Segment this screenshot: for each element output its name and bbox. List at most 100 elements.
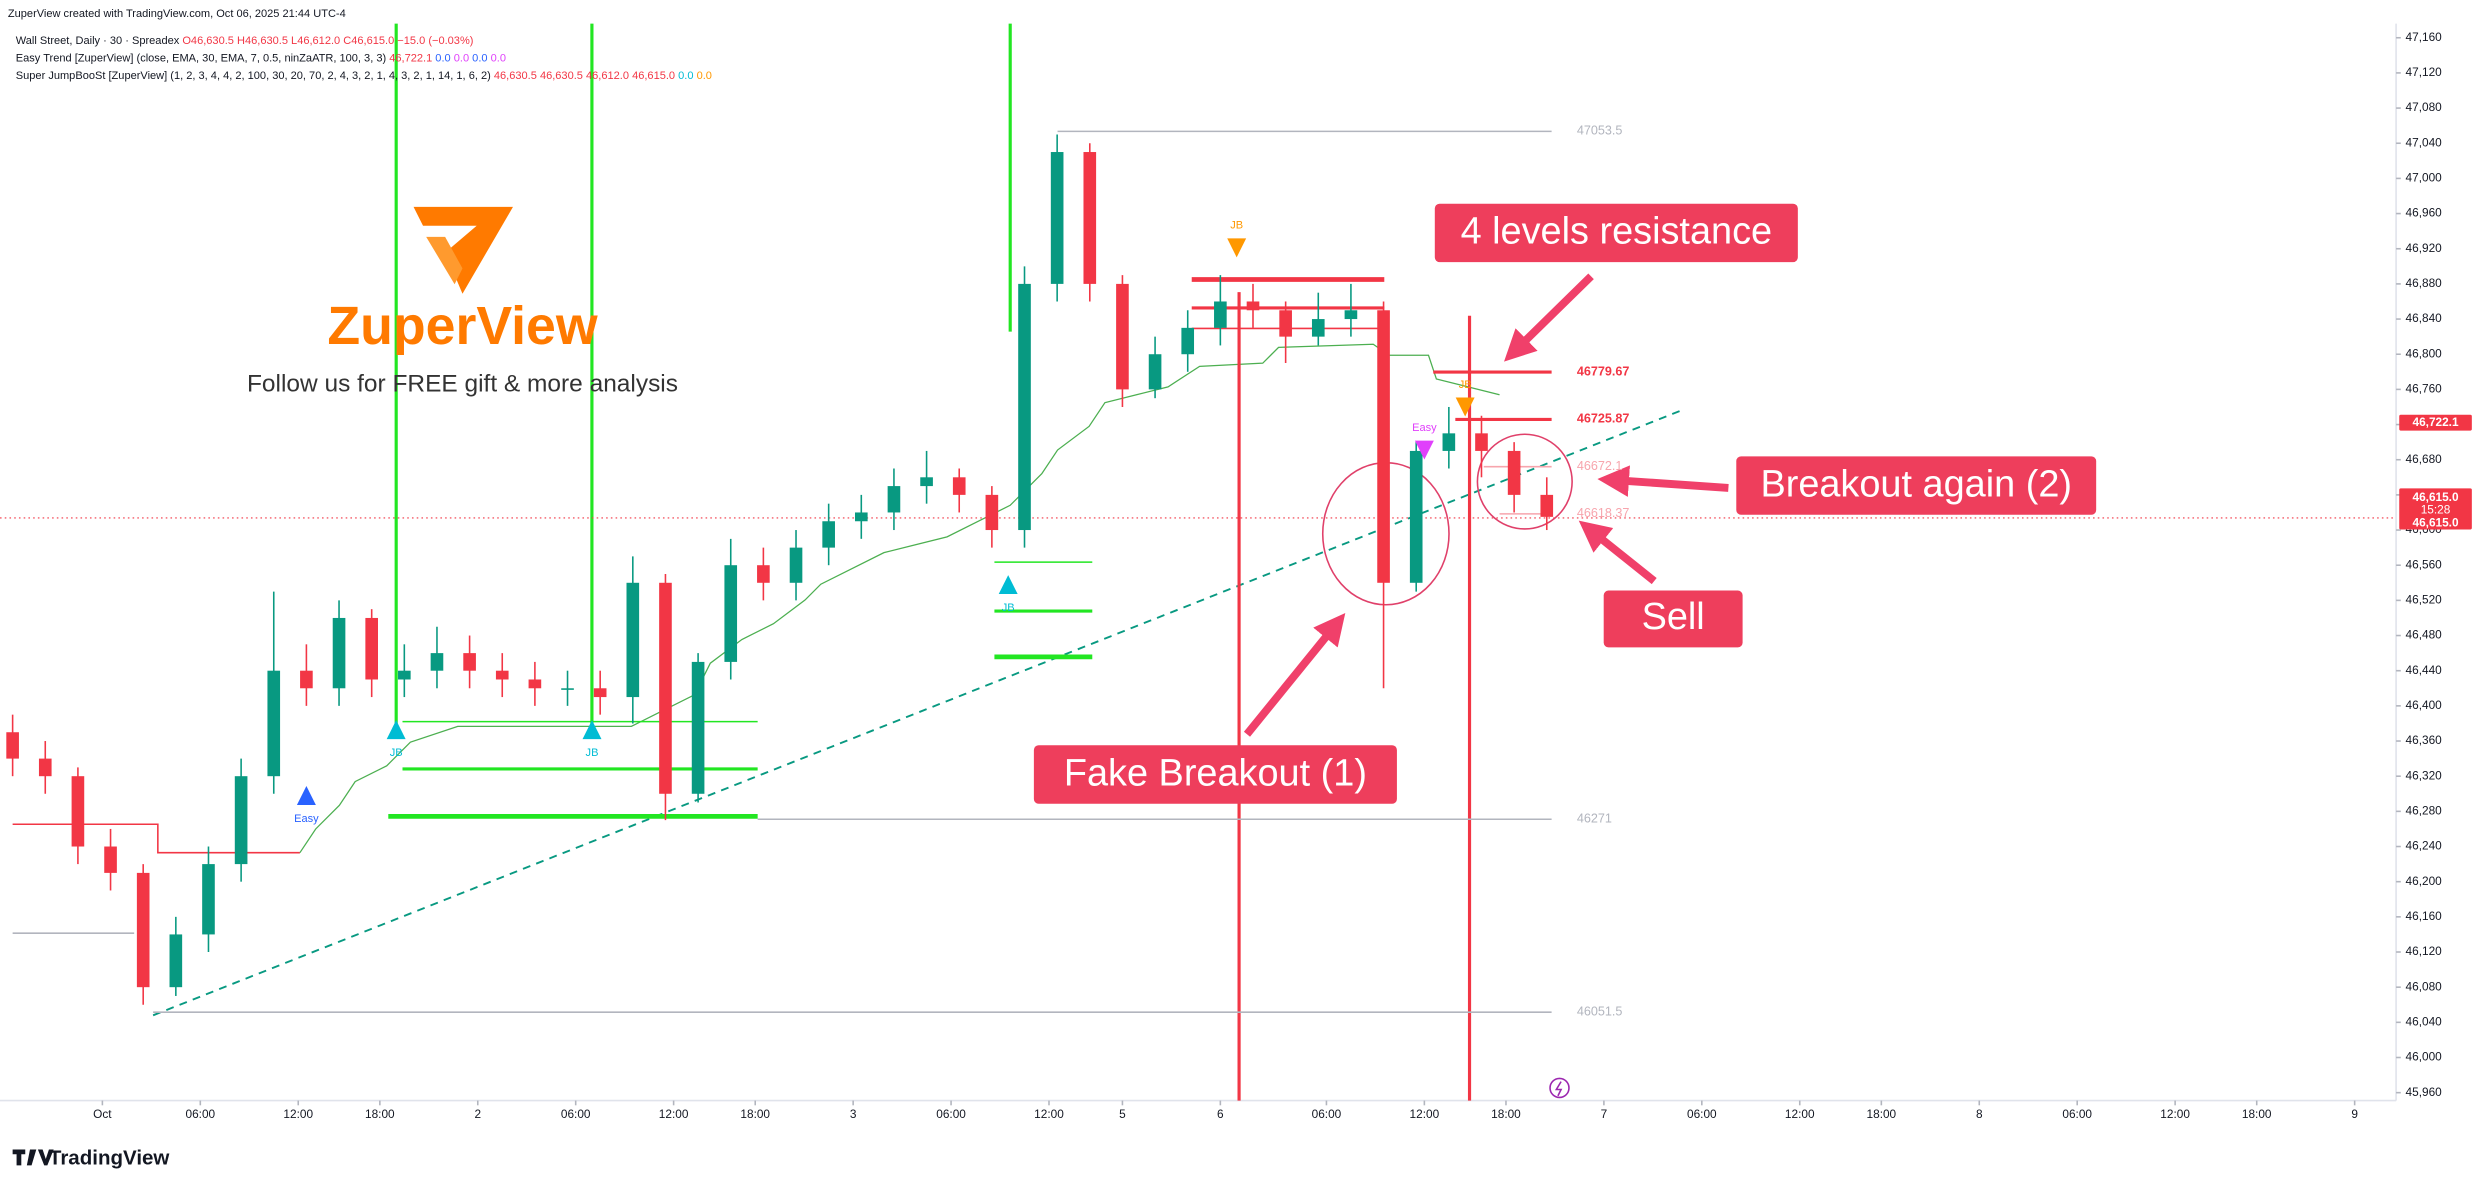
legend-item: 46,722.1 <box>389 52 432 64</box>
legend-item: O46,630.5 <box>182 35 234 47</box>
annotation: Breakout again (2) <box>1760 463 2072 505</box>
trendline <box>152 409 1682 1017</box>
legend-line: Wall Street, Daily · 30 · Spreadex O46,6… <box>16 35 474 47</box>
legend-item: 0.0 <box>488 52 506 64</box>
arrows <box>1243 273 1729 737</box>
candle-body <box>724 565 738 662</box>
x-tick-label: 06:00 <box>1687 1107 1717 1121</box>
y-tick-label: 47,120 <box>2406 65 2443 79</box>
level-label: 46271 <box>1577 812 1612 826</box>
annotation: Fake Breakout (1) <box>1064 752 1367 794</box>
candle-body <box>1409 450 1423 583</box>
y-tick-label: 47,160 <box>2406 30 2443 44</box>
resistance-lines <box>1191 277 1472 1101</box>
arrow <box>1243 613 1346 737</box>
candle-body <box>1344 310 1358 320</box>
y-tick-label: 46,920 <box>2406 241 2443 255</box>
candle-body <box>1083 152 1097 284</box>
candle-body <box>1540 494 1554 517</box>
legend-item: 0.0 <box>432 52 450 64</box>
candle-body <box>136 872 150 988</box>
price-tag-label: 46,615.0 <box>2413 490 2459 504</box>
candle-body <box>463 653 476 671</box>
annotation-box <box>1033 745 1397 804</box>
candle-body <box>398 670 411 680</box>
marker-label: JB <box>1459 379 1472 391</box>
level-label: 46779.67 <box>1577 364 1630 378</box>
signal-marker <box>998 575 1018 595</box>
trail-line <box>12 823 300 854</box>
x-tick-label: 12:00 <box>2160 1107 2190 1121</box>
y-tick-label: 46,840 <box>2406 311 2443 325</box>
candle-body <box>1214 301 1227 328</box>
y-tick-label: 46,400 <box>2406 698 2443 712</box>
logo-mark <box>426 236 463 285</box>
level-label: 46618.37 <box>1577 506 1630 520</box>
y-tick-label: 47,000 <box>2406 171 2443 185</box>
y-tick-label: 46,520 <box>2406 592 2443 606</box>
candle-body <box>234 776 248 865</box>
level-label: 46051.5 <box>1577 1005 1623 1019</box>
y-tick-label: 46,960 <box>2406 206 2443 220</box>
x-tick-label: 8 <box>1976 1107 1983 1121</box>
y-tick-label: 46,760 <box>2406 382 2443 396</box>
y-tick-label: 46,280 <box>2406 803 2443 817</box>
candle-body <box>71 776 85 847</box>
annotation: Sell <box>1642 596 1705 638</box>
y-tick-label: 46,200 <box>2406 874 2443 888</box>
x-tick-label: 6 <box>1217 1107 1224 1121</box>
legend-item: H46,630.5 <box>234 35 288 47</box>
legend-item: Wall Street, Daily · 30 · Spreadex <box>16 35 183 47</box>
legend-item: 0.0 <box>469 52 487 64</box>
arrow <box>1597 465 1729 497</box>
legend-line: Easy Trend [ZuperView] (close, EMA, 30, … <box>16 52 506 64</box>
y-tick-label: 46,880 <box>2406 276 2443 290</box>
candle-body <box>757 565 770 583</box>
y-tick-label: 46,560 <box>2406 557 2443 571</box>
footer: TradingView <box>49 1146 169 1169</box>
tv-logo <box>12 1149 54 1166</box>
signal-marker <box>296 786 316 806</box>
candle-body <box>1116 283 1129 390</box>
candle-body <box>202 864 215 935</box>
candle-body <box>691 661 705 794</box>
candle-body <box>528 679 542 689</box>
candle-body <box>593 688 607 698</box>
signal-marker <box>1227 238 1247 258</box>
annotation-box <box>1736 456 2097 515</box>
level-label: 47053.5 <box>1577 124 1623 138</box>
x-tick-label: 18:00 <box>365 1107 395 1121</box>
price-tag <box>2399 414 2472 431</box>
candle-body <box>659 582 672 794</box>
logo-mark <box>413 206 513 294</box>
legend-item: −15.0 (−0.03%) <box>394 35 473 47</box>
candle-body <box>887 486 901 513</box>
alert-icon <box>1554 1081 1563 1097</box>
price-tag-label: 46,722.1 <box>2413 415 2459 429</box>
candle-body <box>267 670 281 777</box>
candle-body <box>430 653 444 671</box>
y-tick-label: 46,480 <box>2406 628 2443 642</box>
legend-item: 0.0 <box>675 70 693 82</box>
candle-body <box>300 670 313 689</box>
candle-body <box>1148 354 1162 390</box>
x-tick-label: 18:00 <box>2242 1107 2272 1121</box>
candle-body <box>6 732 19 759</box>
y-tick-label: 47,080 <box>2406 100 2443 114</box>
candle-body <box>169 934 183 988</box>
y-tick-label: 46,160 <box>2406 909 2443 923</box>
legend-item: L46,612.0 <box>288 35 340 47</box>
price-tag <box>2399 488 2472 530</box>
candle-body <box>854 512 868 522</box>
legend-item: Super JumpBooSt [ZuperView] (1, 2, 3, 4,… <box>16 70 494 82</box>
marker-label: Easy <box>294 813 319 825</box>
level-label: 46672.1 <box>1577 459 1623 473</box>
legend-item: 46,612.0 <box>583 70 629 82</box>
alert-icon[interactable] <box>1549 1077 1570 1099</box>
trend-step-line <box>299 343 1500 854</box>
x-tick-label: 12:00 <box>1034 1107 1064 1121</box>
candle-body <box>495 670 509 680</box>
candle-body <box>1279 310 1292 337</box>
candle-body <box>626 582 640 698</box>
